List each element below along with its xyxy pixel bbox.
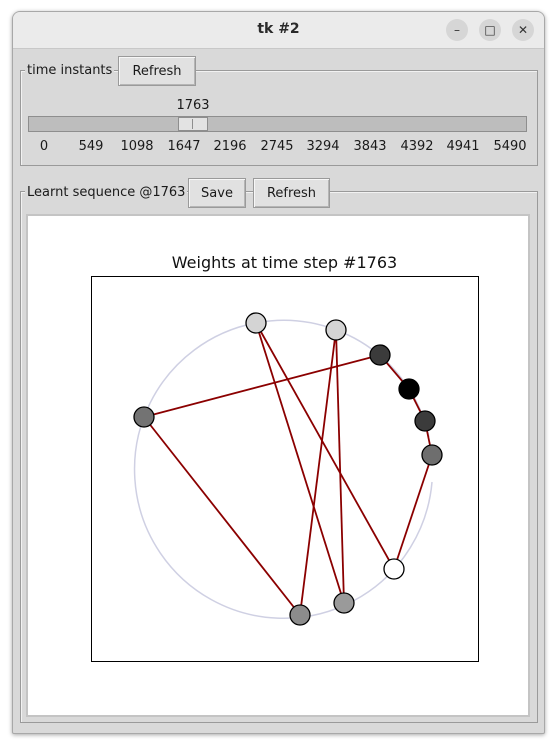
slider-tick-label: 3843 <box>353 139 387 154</box>
slider-tick-label: 3294 <box>306 139 340 154</box>
close-button[interactable]: ✕ <box>512 19 534 41</box>
slider-value: 1763 <box>176 98 210 113</box>
time-slider[interactable] <box>28 116 527 132</box>
slider-tick-label: 4941 <box>446 139 480 154</box>
save-button[interactable]: Save <box>188 178 246 208</box>
slider-tick-label: 2745 <box>260 139 294 154</box>
sequence-label: Learnt sequence @1763 <box>25 185 188 201</box>
titlebar[interactable]: tk #2 – □ ✕ <box>13 12 544 49</box>
slider-handle[interactable] <box>178 117 208 131</box>
slider-tick-label: 4392 <box>400 139 434 154</box>
time-refresh-button[interactable]: Refresh <box>118 56 196 86</box>
slider-tick-label: 1098 <box>120 139 154 154</box>
minimize-button[interactable]: – <box>446 19 468 41</box>
slider-tick-label: 2196 <box>213 139 247 154</box>
plot-canvas <box>26 214 530 717</box>
slider-tick-label: 1647 <box>167 139 201 154</box>
slider-tick-label: 0 <box>39 139 49 154</box>
window-title: tk #2 <box>257 21 300 37</box>
sequence-refresh-button[interactable]: Refresh <box>253 178 330 208</box>
maximize-button[interactable]: □ <box>479 19 501 41</box>
slider-tick-label: 549 <box>78 139 104 154</box>
time-instants-frame <box>20 70 538 166</box>
time-instants-label: time instants <box>25 63 115 79</box>
slider-tick-label: 5490 <box>493 139 527 154</box>
plot-title: Weights at time step #1763 <box>171 253 398 272</box>
